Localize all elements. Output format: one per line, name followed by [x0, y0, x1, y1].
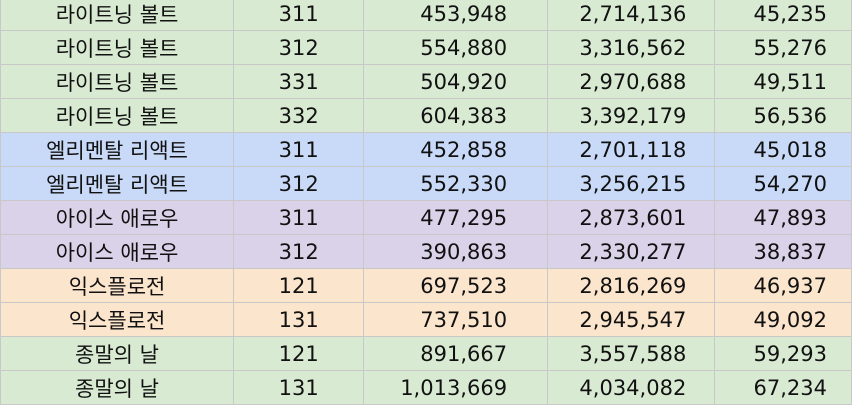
code-cell[interactable]: 131	[233, 302, 365, 337]
skill-name-cell[interactable]: 엘리멘탈 리액트	[0, 132, 235, 167]
value-b-cell[interactable]: 3,316,562	[547, 30, 716, 65]
code-cell[interactable]: 331	[233, 64, 365, 99]
code-cell[interactable]: 332	[233, 98, 365, 133]
value-a-cell[interactable]: 477,295	[363, 200, 549, 235]
value-c-cell[interactable]: 47,893	[714, 200, 852, 235]
value-a-cell[interactable]: 697,523	[363, 268, 549, 303]
value-a-cell[interactable]: 390,863	[363, 234, 549, 269]
code-cell[interactable]: 121	[233, 336, 365, 371]
value-a-cell[interactable]: 552,330	[363, 166, 549, 201]
value-c-cell[interactable]: 49,092	[714, 302, 852, 337]
value-c-cell[interactable]: 46,937	[714, 268, 852, 303]
value-b-cell[interactable]: 2,701,118	[547, 132, 716, 167]
value-b-cell[interactable]: 3,392,179	[547, 98, 716, 133]
skill-name-cell[interactable]: 종말의 날	[0, 336, 235, 371]
value-a-cell[interactable]: 604,383	[363, 98, 549, 133]
value-b-cell[interactable]: 3,256,215	[547, 166, 716, 201]
table-row: 아이스 애로우 312 390,863 2,330,277 38,837	[0, 234, 852, 269]
code-cell[interactable]: 311	[233, 200, 365, 235]
table-row: 라이트닝 볼트 312 554,880 3,316,562 55,276	[0, 30, 852, 65]
value-b-cell[interactable]: 4,034,082	[547, 370, 716, 405]
table-row: 라이트닝 볼트 332 604,383 3,392,179 56,536	[0, 98, 852, 133]
skill-name-cell[interactable]: 아이스 애로우	[0, 234, 235, 269]
table-row: 종말의 날 121 891,667 3,557,588 59,293	[0, 336, 852, 371]
value-a-cell[interactable]: 554,880	[363, 30, 549, 65]
table-row: 아이스 애로우 311 477,295 2,873,601 47,893	[0, 200, 852, 235]
skill-name-cell[interactable]: 엘리멘탈 리액트	[0, 166, 235, 201]
value-b-cell[interactable]: 2,714,136	[547, 0, 716, 31]
value-c-cell[interactable]: 55,276	[714, 30, 852, 65]
table-row: 종말의 날 131 1,013,669 4,034,082 67,234	[0, 370, 852, 405]
value-b-cell[interactable]: 2,816,269	[547, 268, 716, 303]
value-c-cell[interactable]: 49,511	[714, 64, 852, 99]
skill-name-cell[interactable]: 라이트닝 볼트	[0, 64, 235, 99]
skill-name-cell[interactable]: 라이트닝 볼트	[0, 30, 235, 65]
table-row: 라이트닝 볼트 311 453,948 2,714,136 45,235	[0, 0, 852, 31]
value-c-cell[interactable]: 45,235	[714, 0, 852, 31]
code-cell[interactable]: 121	[233, 268, 365, 303]
skill-name-cell[interactable]: 익스플로전	[0, 302, 235, 337]
value-a-cell[interactable]: 453,948	[363, 0, 549, 31]
code-cell[interactable]: 311	[233, 132, 365, 167]
value-a-cell[interactable]: 1,013,669	[363, 370, 549, 405]
value-c-cell[interactable]: 59,293	[714, 336, 852, 371]
table-row: 익스플로전 131 737,510 2,945,547 49,092	[0, 302, 852, 337]
value-a-cell[interactable]: 891,667	[363, 336, 549, 371]
value-b-cell[interactable]: 2,330,277	[547, 234, 716, 269]
code-cell[interactable]: 131	[233, 370, 365, 405]
value-a-cell[interactable]: 452,858	[363, 132, 549, 167]
value-b-cell[interactable]: 2,873,601	[547, 200, 716, 235]
value-a-cell[interactable]: 737,510	[363, 302, 549, 337]
table-row: 라이트닝 볼트 331 504,920 2,970,688 49,511	[0, 64, 852, 99]
value-b-cell[interactable]: 2,945,547	[547, 302, 716, 337]
skill-name-cell[interactable]: 라이트닝 볼트	[0, 0, 235, 31]
table-row: 엘리멘탈 리액트 312 552,330 3,256,215 54,270	[0, 166, 852, 201]
code-cell[interactable]: 311	[233, 0, 365, 31]
value-c-cell[interactable]: 56,536	[714, 98, 852, 133]
skill-name-cell[interactable]: 라이트닝 볼트	[0, 98, 235, 133]
value-c-cell[interactable]: 67,234	[714, 370, 852, 405]
skill-name-cell[interactable]: 아이스 애로우	[0, 200, 235, 235]
table-row: 익스플로전 121 697,523 2,816,269 46,937	[0, 268, 852, 303]
value-b-cell[interactable]: 3,557,588	[547, 336, 716, 371]
value-b-cell[interactable]: 2,970,688	[547, 64, 716, 99]
table-row: 엘리멘탈 리액트 311 452,858 2,701,118 45,018	[0, 132, 852, 167]
skill-name-cell[interactable]: 종말의 날	[0, 370, 235, 405]
value-c-cell[interactable]: 54,270	[714, 166, 852, 201]
value-c-cell[interactable]: 38,837	[714, 234, 852, 269]
code-cell[interactable]: 312	[233, 166, 365, 201]
code-cell[interactable]: 312	[233, 30, 365, 65]
code-cell[interactable]: 312	[233, 234, 365, 269]
skill-name-cell[interactable]: 익스플로전	[0, 268, 235, 303]
value-c-cell[interactable]: 45,018	[714, 132, 852, 167]
value-a-cell[interactable]: 504,920	[363, 64, 549, 99]
